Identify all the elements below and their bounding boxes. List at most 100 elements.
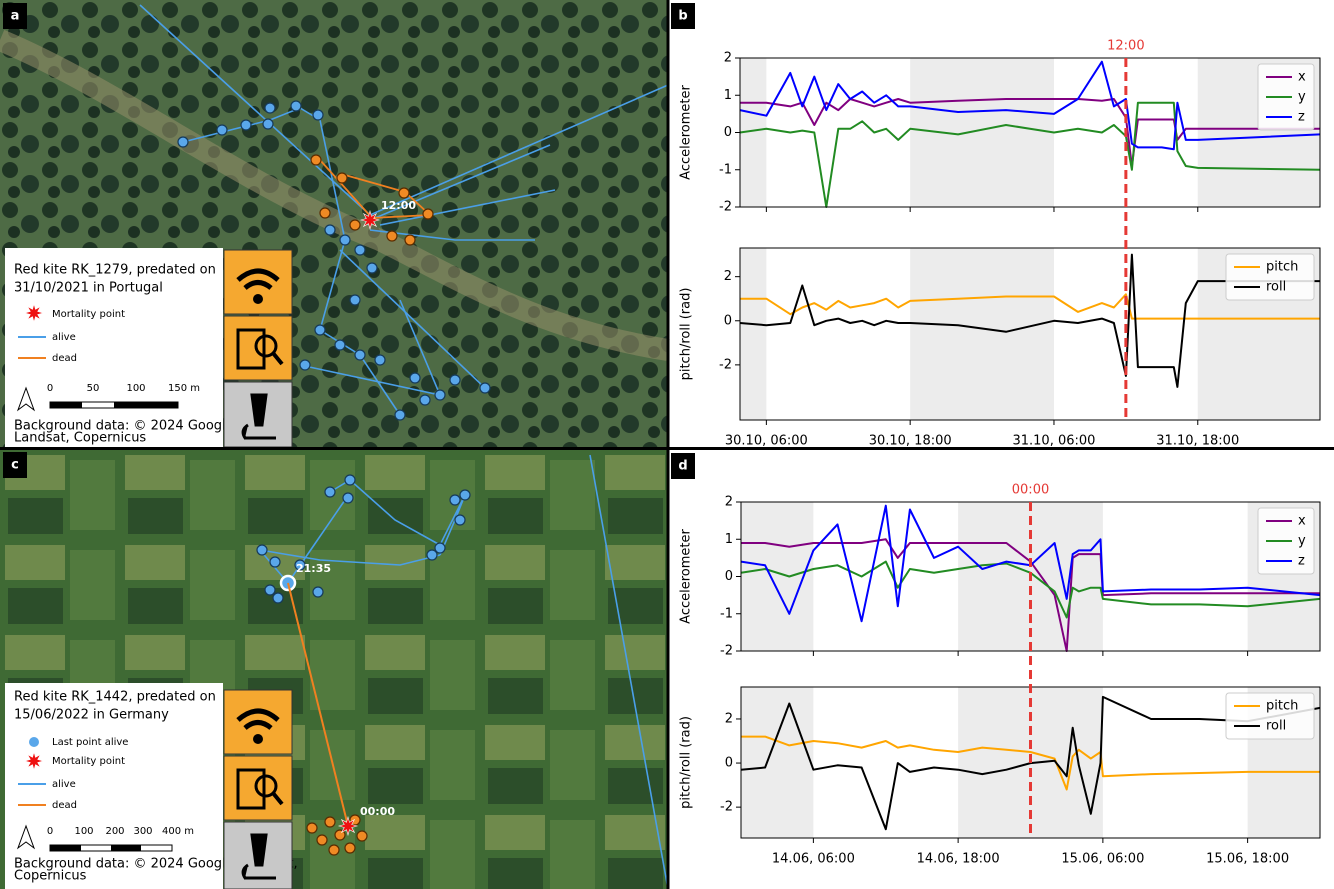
data-line — [739, 253, 1320, 388]
scale-label: 300 — [133, 826, 152, 837]
legend-item: Mortality point — [52, 309, 125, 320]
legend-symbol — [24, 303, 44, 323]
panel-label-box — [671, 3, 695, 29]
y-tick-label: 2 — [725, 495, 733, 510]
y-axis-label: pitch/roll (rad) — [679, 716, 694, 809]
y-tick-label: 1 — [724, 88, 732, 103]
data-line — [739, 60, 1321, 151]
y-tick-label: -2 — [719, 200, 732, 215]
legend-symbol — [29, 737, 39, 747]
scale-label: 100 — [74, 826, 93, 837]
map-legend — [5, 248, 223, 447]
legend-box — [1225, 253, 1315, 301]
night-shading — [740, 248, 767, 420]
y-axis-label: pitch/roll (rad) — [679, 288, 694, 381]
north-arrow — [16, 386, 36, 412]
legend-label: x — [1298, 70, 1306, 85]
legend-label: roll — [1266, 719, 1286, 734]
x-tick-label: 14.06, 06:00 — [772, 852, 855, 867]
scale-label: 0 — [47, 826, 53, 837]
event-label: 12:00 — [1107, 39, 1144, 54]
map-credit: Background data: © 2024 Google, Airbus, — [14, 419, 287, 434]
night-shading — [910, 58, 1054, 207]
points-alive — [256, 474, 471, 604]
axes-frame — [739, 57, 1321, 208]
legend-label: roll — [1266, 280, 1286, 295]
x-tick-label: 31.10, 18:00 — [1156, 434, 1239, 449]
legend-item: Mortality point — [52, 756, 125, 767]
y-axis-label: Accelerometer — [679, 529, 694, 624]
legend-label: z — [1298, 554, 1305, 569]
scale-bar — [111, 845, 141, 851]
track-dead — [287, 582, 349, 827]
map-clearing — [0, 29, 670, 361]
x-tick-label: 15.06, 06:00 — [1061, 852, 1144, 867]
map-credit: Copernicus — [14, 869, 87, 884]
y-tick-label: 0 — [725, 756, 733, 771]
legend-box — [1225, 692, 1315, 740]
panel-label-box — [3, 452, 27, 478]
scale-bar — [114, 402, 178, 408]
panel-label: c — [11, 458, 19, 473]
data-line — [740, 293, 1320, 320]
night-shading — [741, 687, 814, 838]
legend-item: dead — [52, 800, 77, 811]
night-shading — [910, 248, 1054, 420]
night-shading — [741, 502, 814, 651]
event-label: 00:00 — [1012, 483, 1049, 498]
data-line — [740, 560, 1321, 619]
method-icons — [223, 249, 293, 448]
legend-title: Red kite RK_1279, predated on — [14, 263, 216, 278]
y-tick-label: 1 — [725, 532, 733, 547]
map-panel-a: 12:00 a Red kite RK_1279, predated on 31… — [0, 0, 670, 448]
y-tick-label: -2 — [720, 800, 733, 815]
scale-bar — [50, 402, 82, 408]
panel-label: a — [11, 9, 20, 24]
map-panel-c: 21:35 00:00 c Red kite RK_1442, predated… — [0, 450, 669, 889]
scale-bar — [50, 845, 81, 851]
mortality-point — [360, 210, 380, 230]
y-tick-label: 2 — [724, 269, 732, 284]
time-label: 21:35 — [296, 562, 331, 575]
x-tick-label: 15.06, 18:00 — [1206, 852, 1289, 867]
legend-label: y — [1298, 90, 1306, 105]
scale-label: 0 — [47, 383, 53, 394]
legend-label: y — [1298, 534, 1306, 549]
scale-label: 50 — [87, 383, 100, 394]
axes-frame — [739, 247, 1321, 421]
y-axis-label: Accelerometer — [679, 85, 694, 180]
y-tick-label: -2 — [720, 644, 733, 659]
mortality-point — [338, 816, 358, 836]
y-tick-label: -1 — [719, 162, 732, 177]
north-arrow — [16, 824, 36, 850]
legend-symbol — [24, 751, 44, 771]
map-credit: Landsat, Copernicus — [14, 431, 146, 446]
legend-item: alive — [52, 779, 76, 790]
legend-item: dead — [52, 353, 77, 364]
y-tick-label: 0 — [724, 125, 732, 140]
x-tick-label: 14.06, 18:00 — [917, 852, 1000, 867]
panel-label-box — [3, 3, 27, 29]
panel-label: b — [678, 9, 687, 24]
legend-title: Red kite RK_1442, predated on — [14, 690, 216, 705]
y-tick-label: -1 — [720, 606, 733, 621]
method-icons — [223, 689, 293, 889]
x-tick-label: 30.10, 06:00 — [725, 434, 808, 449]
panel-label-box — [671, 453, 695, 479]
points-alive — [177, 100, 491, 421]
x-tick-label: 30.10, 18:00 — [869, 434, 952, 449]
y-tick-label: 2 — [725, 711, 733, 726]
legend-item: Last point alive — [52, 737, 128, 748]
data-line — [741, 735, 1320, 791]
legend-label: z — [1298, 110, 1305, 125]
map-legend — [5, 683, 223, 889]
y-tick-label: 2 — [724, 51, 732, 66]
scale-label: 100 — [126, 383, 145, 394]
time-label: 00:00 — [360, 805, 395, 818]
legend-item: alive — [52, 332, 76, 343]
scale-label: 400 m — [162, 826, 194, 837]
legend-title: 31/10/2021 in Portugal — [14, 281, 163, 296]
data-line — [740, 98, 1320, 167]
